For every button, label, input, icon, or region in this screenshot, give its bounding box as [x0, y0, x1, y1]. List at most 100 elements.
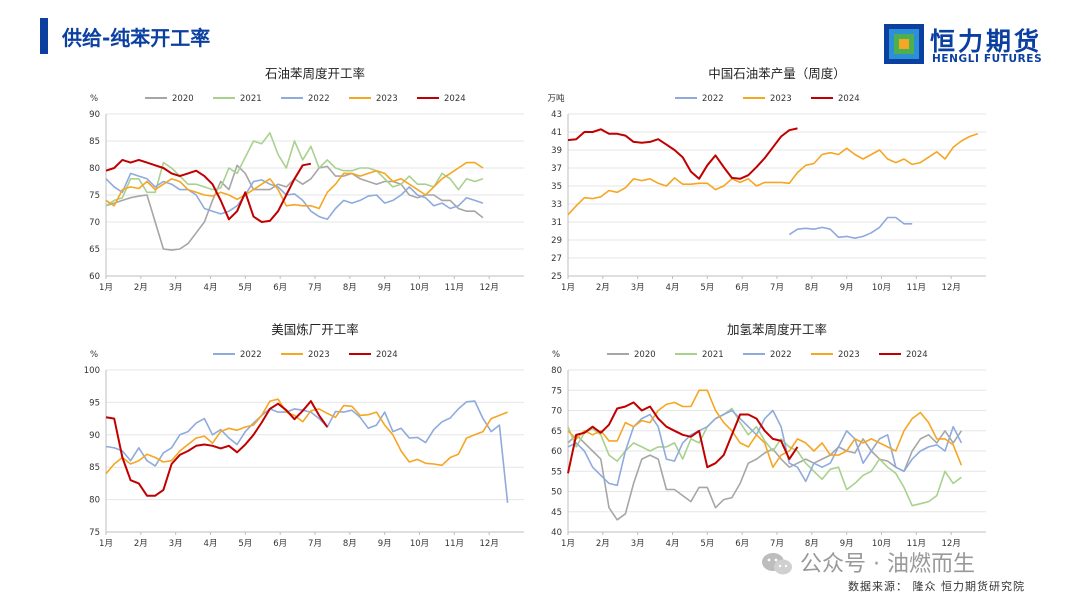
- header-accent-bar: [40, 18, 48, 54]
- x-tick-label: 9月: [840, 539, 854, 549]
- x-tick-label: 10月: [872, 283, 891, 293]
- y-unit-label: 万吨: [547, 93, 565, 104]
- series-line-2023: [567, 133, 979, 216]
- x-tick-label: 3月: [631, 283, 645, 293]
- series-line-2021: [105, 132, 484, 207]
- x-tick-label: 6月: [273, 283, 287, 293]
- legend-label-2020: 2020: [172, 94, 194, 104]
- hengli-logo: 恒力期货 HENGLI FUTURES: [884, 22, 1048, 66]
- y-tick-label: 39: [551, 146, 562, 156]
- x-tick-label: 4月: [204, 283, 218, 293]
- x-tick-label: 5月: [238, 283, 252, 293]
- x-tick-label: 1月: [99, 283, 113, 293]
- x-tick-label: 1月: [561, 539, 575, 549]
- y-tick-label: 95: [89, 398, 100, 408]
- x-tick-label: 5月: [238, 539, 252, 549]
- series-line-2023: [567, 389, 963, 468]
- x-tick-label: 8月: [343, 539, 357, 549]
- y-tick-label: 50: [551, 488, 562, 498]
- x-tick-label: 3月: [631, 539, 645, 549]
- x-tick-label: 6月: [735, 539, 749, 549]
- y-tick-label: 70: [551, 407, 562, 417]
- legend-label-2022: 2022: [240, 350, 262, 360]
- y-tick-label: 65: [89, 245, 100, 255]
- x-tick-label: 8月: [805, 539, 819, 549]
- x-tick-label: 10月: [410, 283, 429, 293]
- legend-label-2024: 2024: [838, 94, 860, 104]
- chart-svg: 美国炼厂开工率% 2022 2023 2024 75 80 85 90 95 100 1月 2月 3月 4…: [84, 322, 524, 549]
- series-line-2022: [788, 216, 913, 239]
- y-unit-label: %: [90, 350, 98, 360]
- x-tick-label: 12月: [942, 539, 961, 549]
- x-tick-label: 10月: [410, 539, 429, 549]
- y-tick-label: 85: [89, 137, 100, 147]
- x-tick-label: 4月: [666, 539, 680, 549]
- wechat-icon: [762, 553, 792, 575]
- x-tick-label: 8月: [343, 283, 357, 293]
- series-line-2022: [567, 409, 963, 487]
- chart-title: 石油苯周度开工率: [265, 66, 365, 81]
- chart-title: 中国石油苯产量（周度）: [708, 66, 846, 81]
- logo-text-cn: 恒力期货: [930, 27, 1043, 56]
- x-tick-label: 2月: [134, 283, 148, 293]
- y-unit-label: %: [90, 94, 98, 104]
- watermark-text: 公众号 · 油燃而生: [800, 552, 975, 577]
- x-tick-label: 1月: [99, 539, 113, 549]
- legend-label-2023: 2023: [838, 350, 860, 360]
- page-title: 供给-纯苯开工率: [62, 26, 211, 50]
- y-tick-label: 35: [551, 182, 562, 192]
- legend-label-2023: 2023: [770, 94, 792, 104]
- x-tick-label: 4月: [666, 283, 680, 293]
- x-tick-label: 7月: [308, 283, 322, 293]
- chart-svg: 石油苯周度开工率% 2020 2021 2022 2023 2024 60 65 70 75 80 8…: [89, 66, 524, 293]
- legend-label-2024: 2024: [376, 350, 398, 360]
- chart-svg: 加氢苯周度开工率% 2020 2021 2022 2023 2024 40 45 50 55 60 6…: [551, 322, 986, 549]
- x-tick-label: 11月: [445, 283, 464, 293]
- x-tick-label: 5月: [700, 283, 714, 293]
- y-tick-label: 100: [84, 366, 100, 376]
- x-tick-label: 10月: [872, 539, 891, 549]
- y-tick-label: 45: [551, 508, 562, 518]
- x-tick-label: 12月: [480, 283, 499, 293]
- y-tick-label: 80: [89, 164, 100, 174]
- data-source: 数据来源： 隆众 恒力期货研究院: [848, 580, 1025, 593]
- x-tick-label: 8月: [805, 283, 819, 293]
- y-tick-label: 29: [551, 236, 562, 246]
- x-tick-label: 5月: [700, 539, 714, 549]
- y-tick-label: 55: [551, 467, 562, 477]
- series-line-2024: [105, 400, 329, 497]
- x-tick-label: 1月: [561, 283, 575, 293]
- x-tick-label: 12月: [480, 539, 499, 549]
- x-tick-label: 7月: [770, 539, 784, 549]
- x-tick-label: 12月: [942, 283, 961, 293]
- y-tick-label: 43: [551, 110, 562, 120]
- legend-label-2020: 2020: [634, 350, 656, 360]
- y-tick-label: 70: [89, 218, 100, 228]
- x-tick-label: 6月: [735, 283, 749, 293]
- legend-label-2023: 2023: [308, 350, 330, 360]
- x-tick-label: 6月: [273, 539, 287, 549]
- x-tick-label: 3月: [169, 283, 183, 293]
- y-tick-label: 37: [551, 164, 562, 174]
- y-tick-label: 40: [551, 528, 562, 538]
- x-tick-label: 9月: [378, 539, 392, 549]
- chart-hydro-benzene-weekly-rate: 加氢苯周度开工率% 2020 2021 2022 2023 2024 40 45 50 55 60 6…: [534, 316, 1008, 560]
- legend-label-2024: 2024: [444, 94, 466, 104]
- y-tick-label: 31: [551, 218, 562, 228]
- y-tick-label: 75: [89, 528, 100, 538]
- y-tick-label: 90: [89, 431, 100, 441]
- chart-svg: 中国石油苯产量（周度） 万吨 2022 2023 2024 25 27 29 31 33 35 37 3…: [547, 66, 986, 293]
- series-line-2023: [105, 161, 484, 210]
- y-tick-label: 80: [89, 496, 100, 506]
- y-tick-label: 27: [551, 254, 562, 264]
- x-tick-label: 2月: [596, 283, 610, 293]
- x-tick-label: 11月: [907, 539, 926, 549]
- series-line-2024: [567, 127, 798, 180]
- chart-us-refinery-rate: 美国炼厂开工率% 2022 2023 2024 75 80 85 90 95 100 1月 2月 3月 4…: [72, 316, 546, 560]
- legend-label-2021: 2021: [240, 94, 262, 104]
- x-tick-label: 7月: [308, 539, 322, 549]
- series-line-2021: [567, 407, 962, 507]
- series-line-2022: [105, 400, 509, 503]
- y-tick-label: 60: [551, 447, 562, 457]
- x-tick-label: 2月: [134, 539, 148, 549]
